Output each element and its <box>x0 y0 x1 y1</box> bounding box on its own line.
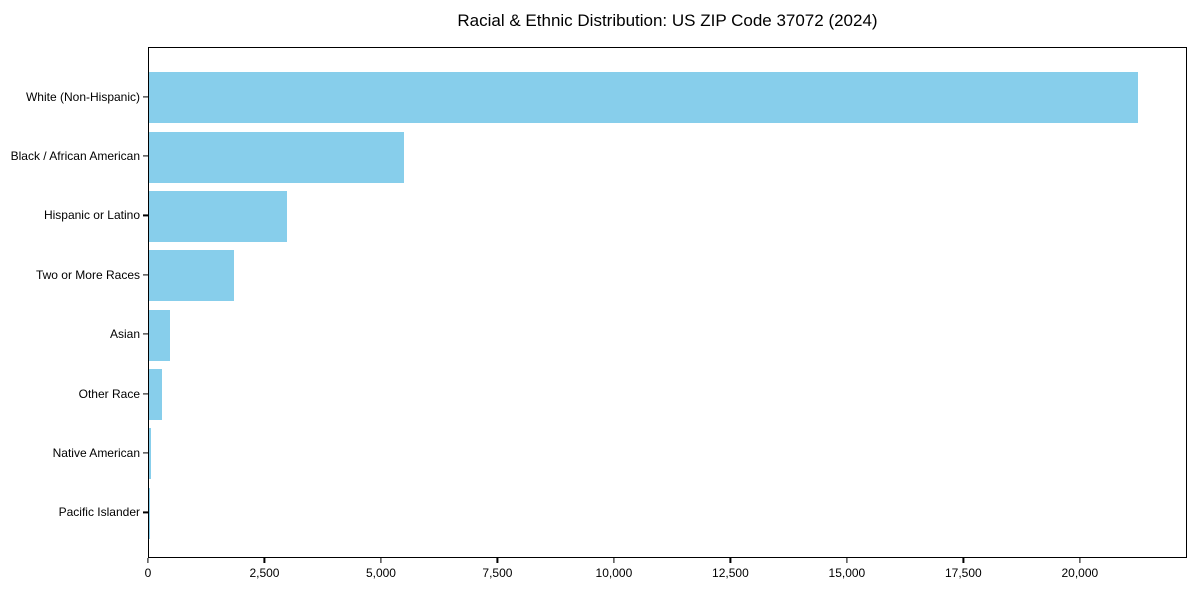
x-tick-label-12500: 12,500 <box>712 566 749 580</box>
y-tick-mark <box>143 511 148 513</box>
y-tick-label-white-non-hispanic: White (Non-Hispanic) <box>25 89 140 104</box>
x-tick-label-7500: 7,500 <box>482 566 513 580</box>
y-tick-mark <box>143 155 148 157</box>
y-tick-label-black-african-american: Black / African American <box>10 149 140 164</box>
x-tick-mark <box>263 558 266 563</box>
y-tick-mark <box>143 392 148 395</box>
x-tick-label-17500: 17,500 <box>944 566 982 580</box>
y-tick-label-hispanic-or-latino: Hispanic or Latino <box>43 208 140 223</box>
bar-hispanic-or-latino <box>149 190 287 242</box>
chart-title: Racial & Ethnic Distribution: US ZIP Cod… <box>457 11 878 30</box>
x-tick-mark <box>496 558 499 563</box>
x-tick-mark <box>962 558 964 563</box>
plot-area <box>148 47 1187 558</box>
bar-asian <box>149 309 171 361</box>
bar-other-race <box>149 369 163 421</box>
y-tick-label-other-race: Other Race <box>78 386 140 401</box>
y-tick-mark <box>143 214 148 217</box>
y-tick-mark <box>143 274 148 276</box>
y-tick-label-asian: Asian <box>109 327 140 342</box>
x-tick-mark <box>1079 558 1081 563</box>
x-tick-label-15000: 15,000 <box>828 566 866 580</box>
x-tick-label-5000: 5,000 <box>365 566 396 580</box>
x-tick-label-0: 0 <box>144 566 152 580</box>
x-tick-label-20000: 20,000 <box>1061 566 1099 580</box>
x-tick-mark <box>147 558 149 563</box>
y-tick-label-native-american: Native American <box>52 445 140 460</box>
x-tick-mark <box>846 558 848 563</box>
x-tick-mark <box>729 558 731 563</box>
bar-white-non-hispanic <box>149 72 1138 124</box>
y-tick-mark <box>143 333 148 335</box>
y-tick-label-pacific-islander: Pacific Islander <box>58 505 140 520</box>
x-tick-label-10000: 10,000 <box>595 566 633 580</box>
y-tick-mark <box>143 452 148 454</box>
y-tick-mark <box>143 96 148 98</box>
bar-black-african-american <box>149 131 404 183</box>
bar-native-american <box>149 428 151 480</box>
x-tick-label-2500: 2,500 <box>249 566 280 580</box>
x-tick-mark <box>380 558 382 563</box>
x-tick-mark <box>613 558 615 563</box>
bar-two-or-more-races <box>149 250 235 302</box>
y-tick-label-two-or-more-races: Two or More Races <box>35 267 140 282</box>
